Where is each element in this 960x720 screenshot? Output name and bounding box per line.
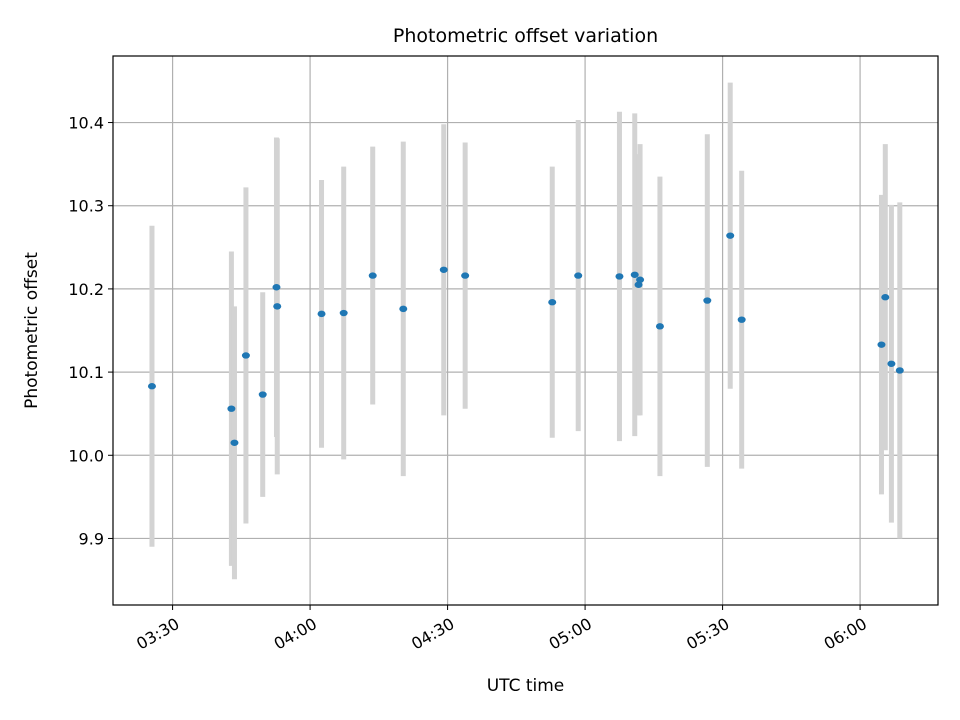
x-tick-label: 05:30 — [683, 614, 732, 654]
x-tick-label: 05:00 — [546, 614, 595, 654]
data-point — [317, 310, 326, 318]
data-point — [895, 367, 904, 374]
data-point — [881, 294, 890, 301]
data-point — [258, 391, 267, 398]
data-point — [273, 303, 282, 310]
x-tick-label: 04:00 — [271, 614, 320, 654]
data-point — [887, 360, 896, 367]
data-point — [574, 272, 583, 279]
x-tick-label: 04:30 — [408, 614, 457, 654]
data-point — [399, 305, 408, 313]
y-tick-label: 10.4 — [68, 114, 104, 133]
data-point — [877, 341, 886, 348]
data-point — [227, 405, 236, 412]
data-point — [272, 284, 281, 291]
x-axis-title: UTC time — [487, 676, 565, 696]
data-points — [147, 232, 904, 446]
data-point — [634, 281, 643, 288]
data-point — [147, 383, 156, 390]
y-tick-label: 10.1 — [68, 363, 104, 382]
data-point — [726, 232, 735, 239]
chart-title: Photometric offset variation — [393, 25, 658, 47]
data-point — [703, 297, 712, 304]
y-axis-ticks: 9.9 10.0 10.1 10.2 10.3 10.4 — [68, 114, 113, 548]
x-tick-label: 06:00 — [821, 614, 870, 654]
data-point — [737, 316, 746, 323]
data-point — [439, 266, 448, 273]
data-point — [339, 309, 348, 317]
data-point — [636, 276, 645, 283]
data-point — [548, 299, 557, 306]
data-point — [230, 439, 239, 446]
plot-area-frame — [112, 55, 939, 606]
y-tick-label: 10.2 — [68, 280, 104, 299]
data-point — [461, 272, 470, 279]
y-tick-label: 10.0 — [68, 446, 104, 465]
data-point — [241, 352, 250, 359]
y-tick-label: 10.3 — [68, 197, 104, 216]
y-axis-title: Photometric offset — [22, 252, 42, 409]
grid-lines — [113, 56, 938, 605]
data-point — [655, 323, 664, 330]
data-point — [368, 272, 377, 279]
error-bars — [149, 82, 903, 580]
x-axis-ticks: 03:30 04:00 04:30 05:00 05:30 06:00 — [133, 605, 870, 654]
data-point — [630, 271, 639, 278]
y-tick-label: 9.9 — [79, 529, 104, 548]
data-point — [615, 273, 624, 280]
x-tick-label: 03:30 — [133, 614, 182, 654]
